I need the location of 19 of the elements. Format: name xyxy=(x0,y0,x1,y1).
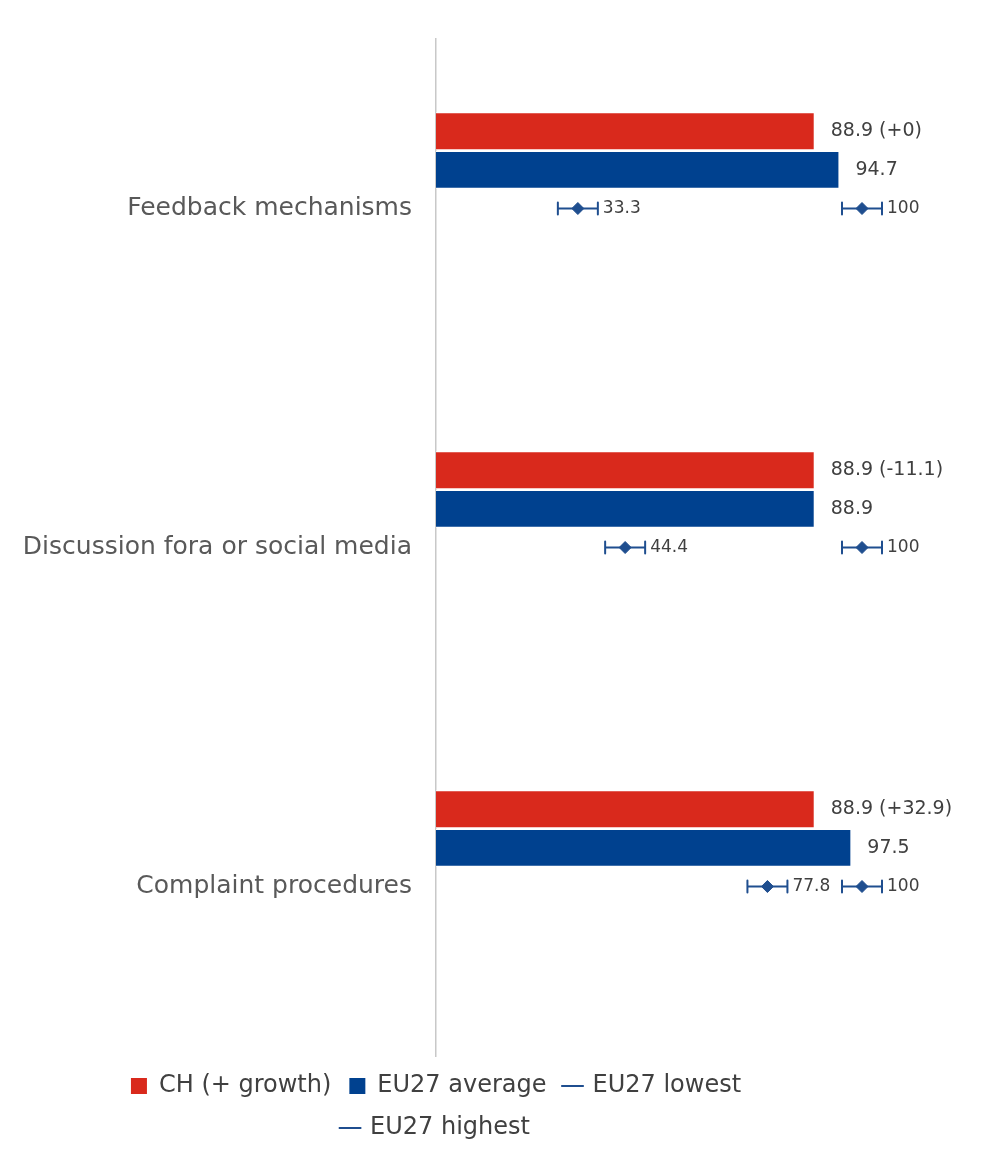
data-label: 33.3 xyxy=(602,196,641,217)
data-label: 88.9 xyxy=(830,495,874,518)
legend-label: EU27 lowest xyxy=(592,1070,742,1099)
legend-label: EU27 highest xyxy=(370,1112,530,1141)
data-label: 88.9 (-11.1) xyxy=(830,457,944,480)
data-label: 77.8 xyxy=(792,874,831,895)
data-label: 97.5 xyxy=(867,834,910,857)
y-tick-label: Complaint procedures xyxy=(136,870,412,899)
legend-label: EU27 average xyxy=(377,1070,547,1099)
data-label: 94.7 xyxy=(855,156,898,179)
data-label: 100 xyxy=(887,535,920,556)
y-tick-label: Feedback mechanisms xyxy=(127,192,412,221)
data-label: 88.9 (+0) xyxy=(830,118,922,141)
legend-label: CH (+ growth) xyxy=(158,1070,332,1099)
data-label: 88.9 (+32.9) xyxy=(830,796,953,819)
data-label: 100 xyxy=(887,874,920,895)
y-tick-label: Discussion fora or social media xyxy=(22,531,412,560)
data-label: 44.4 xyxy=(650,535,688,556)
data-label: 100 xyxy=(887,196,920,217)
